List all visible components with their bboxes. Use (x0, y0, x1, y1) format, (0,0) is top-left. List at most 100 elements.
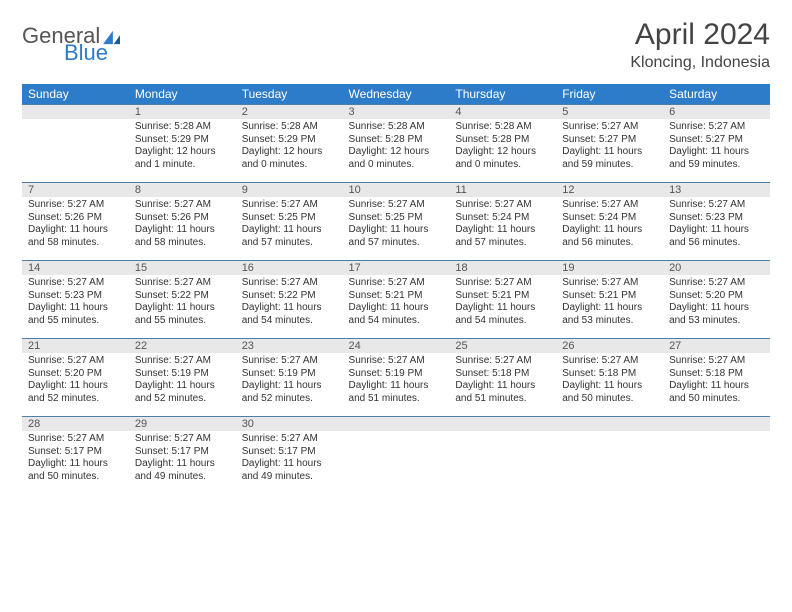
calendar-day-cell: 7Sunrise: 5:27 AMSunset: 5:26 PMDaylight… (22, 182, 129, 260)
sunrise-text: Sunrise: 5:27 AM (349, 199, 444, 212)
day-details: Sunrise: 5:28 AMSunset: 5:28 PMDaylight:… (343, 119, 450, 175)
day-details: Sunrise: 5:27 AMSunset: 5:23 PMDaylight:… (663, 197, 770, 253)
calendar-day-cell: 2Sunrise: 5:28 AMSunset: 5:29 PMDaylight… (236, 104, 343, 182)
sunset-text: Sunset: 5:26 PM (28, 212, 123, 225)
day-number: 4 (449, 104, 556, 119)
day-details: Sunrise: 5:27 AMSunset: 5:26 PMDaylight:… (129, 197, 236, 253)
day-details: Sunrise: 5:27 AMSunset: 5:22 PMDaylight:… (129, 275, 236, 331)
day-number: 3 (343, 104, 450, 119)
weekday-header: Wednesday (343, 84, 450, 104)
sunset-text: Sunset: 5:18 PM (669, 368, 764, 381)
sunrise-text: Sunrise: 5:28 AM (135, 121, 230, 134)
day-details: Sunrise: 5:27 AMSunset: 5:24 PMDaylight:… (556, 197, 663, 253)
sunrise-text: Sunrise: 5:27 AM (28, 433, 123, 446)
weekday-header: Tuesday (236, 84, 343, 104)
day-number: 14 (22, 260, 129, 275)
daylight-text: Daylight: 12 hours and 1 minute. (135, 146, 230, 171)
sunset-text: Sunset: 5:27 PM (669, 134, 764, 147)
daylight-text: Daylight: 12 hours and 0 minutes. (242, 146, 337, 171)
day-details: Sunrise: 5:27 AMSunset: 5:22 PMDaylight:… (236, 275, 343, 331)
day-number (556, 416, 663, 431)
daylight-text: Daylight: 11 hours and 50 minutes. (28, 458, 123, 483)
calendar-week-row: 1Sunrise: 5:28 AMSunset: 5:29 PMDaylight… (22, 104, 770, 182)
sunset-text: Sunset: 5:26 PM (135, 212, 230, 225)
sunrise-text: Sunrise: 5:27 AM (135, 355, 230, 368)
day-number: 29 (129, 416, 236, 431)
day-number: 18 (449, 260, 556, 275)
day-details: Sunrise: 5:27 AMSunset: 5:21 PMDaylight:… (343, 275, 450, 331)
day-details: Sunrise: 5:27 AMSunset: 5:17 PMDaylight:… (129, 431, 236, 487)
calendar-day-cell: 20Sunrise: 5:27 AMSunset: 5:20 PMDayligh… (663, 260, 770, 338)
sunset-text: Sunset: 5:25 PM (242, 212, 337, 225)
sunset-text: Sunset: 5:24 PM (455, 212, 550, 225)
daylight-text: Daylight: 12 hours and 0 minutes. (349, 146, 444, 171)
sunset-text: Sunset: 5:19 PM (135, 368, 230, 381)
day-number: 7 (22, 182, 129, 197)
calendar-day-cell: 29Sunrise: 5:27 AMSunset: 5:17 PMDayligh… (129, 416, 236, 494)
sunset-text: Sunset: 5:22 PM (135, 290, 230, 303)
sunset-text: Sunset: 5:19 PM (349, 368, 444, 381)
weekday-header-row: Sunday Monday Tuesday Wednesday Thursday… (22, 84, 770, 104)
day-number: 20 (663, 260, 770, 275)
day-number: 30 (236, 416, 343, 431)
day-details: Sunrise: 5:27 AMSunset: 5:19 PMDaylight:… (343, 353, 450, 409)
calendar-day-cell: 9Sunrise: 5:27 AMSunset: 5:25 PMDaylight… (236, 182, 343, 260)
day-number: 23 (236, 338, 343, 353)
day-number (449, 416, 556, 431)
daylight-text: Daylight: 11 hours and 54 minutes. (242, 302, 337, 327)
sunset-text: Sunset: 5:23 PM (28, 290, 123, 303)
calendar-day-cell: 8Sunrise: 5:27 AMSunset: 5:26 PMDaylight… (129, 182, 236, 260)
calendar-week-row: 7Sunrise: 5:27 AMSunset: 5:26 PMDaylight… (22, 182, 770, 260)
daylight-text: Daylight: 11 hours and 50 minutes. (562, 380, 657, 405)
daylight-text: Daylight: 11 hours and 56 minutes. (669, 224, 764, 249)
calendar-day-cell: 28Sunrise: 5:27 AMSunset: 5:17 PMDayligh… (22, 416, 129, 494)
day-details: Sunrise: 5:27 AMSunset: 5:21 PMDaylight:… (449, 275, 556, 331)
weekday-header: Sunday (22, 84, 129, 104)
day-details: Sunrise: 5:27 AMSunset: 5:25 PMDaylight:… (343, 197, 450, 253)
calendar-day-cell (663, 416, 770, 494)
calendar-day-cell: 27Sunrise: 5:27 AMSunset: 5:18 PMDayligh… (663, 338, 770, 416)
day-details: Sunrise: 5:27 AMSunset: 5:18 PMDaylight:… (663, 353, 770, 409)
sunrise-text: Sunrise: 5:27 AM (562, 355, 657, 368)
day-number: 19 (556, 260, 663, 275)
sunrise-text: Sunrise: 5:28 AM (242, 121, 337, 134)
day-details: Sunrise: 5:27 AMSunset: 5:27 PMDaylight:… (663, 119, 770, 175)
location-label: Kloncing, Indonesia (630, 54, 770, 72)
day-number (663, 416, 770, 431)
day-details (343, 431, 450, 487)
sunrise-text: Sunrise: 5:27 AM (242, 199, 337, 212)
day-number: 8 (129, 182, 236, 197)
sunset-text: Sunset: 5:17 PM (242, 446, 337, 459)
calendar-week-row: 14 Sunrise: 5:27 AM Sunset: 5:23 PM Dayligh… (22, 260, 770, 338)
sunset-text: Sunset: 5:22 PM (242, 290, 337, 303)
calendar-day-cell: 24Sunrise: 5:27 AMSunset: 5:19 PMDayligh… (343, 338, 450, 416)
day-details: Sunrise: 5:27 AMSunset: 5:18 PMDaylight:… (556, 353, 663, 409)
day-number: 2 (236, 104, 343, 119)
day-details: Sunrise: 5:27 AMSunset: 5:24 PMDaylight:… (449, 197, 556, 253)
month-title: April 2024 (630, 18, 770, 52)
daylight-text: Daylight: 11 hours and 53 minutes. (562, 302, 657, 327)
calendar-table: Sunday Monday Tuesday Wednesday Thursday… (22, 84, 770, 494)
calendar-day-cell: 21Sunrise: 5:27 AMSunset: 5:20 PMDayligh… (22, 338, 129, 416)
day-details: Sunrise: 5:28 AMSunset: 5:28 PMDaylight:… (449, 119, 556, 175)
sunset-text: Sunset: 5:19 PM (242, 368, 337, 381)
sunrise-text: Sunrise: 5:27 AM (669, 121, 764, 134)
day-details: Sunrise: 5:27 AMSunset: 5:17 PMDaylight:… (236, 431, 343, 487)
calendar-day-cell: 25Sunrise: 5:27 AMSunset: 5:18 PMDayligh… (449, 338, 556, 416)
sunset-text: Sunset: 5:17 PM (135, 446, 230, 459)
brand-logo: GeneralBlue (22, 18, 123, 64)
calendar-day-cell: 30Sunrise: 5:27 AMSunset: 5:17 PMDayligh… (236, 416, 343, 494)
day-details: Sunrise: 5:27 AMSunset: 5:19 PMDaylight:… (236, 353, 343, 409)
day-number: 26 (556, 338, 663, 353)
sunset-text: Sunset: 5:20 PM (28, 368, 123, 381)
daylight-text: Daylight: 11 hours and 53 minutes. (669, 302, 764, 327)
weekday-header: Saturday (663, 84, 770, 104)
sunrise-text: Sunrise: 5:27 AM (349, 355, 444, 368)
calendar-day-cell: 10Sunrise: 5:27 AMSunset: 5:25 PMDayligh… (343, 182, 450, 260)
sunrise-text: Sunrise: 5:27 AM (669, 355, 764, 368)
sunrise-text: Sunrise: 5:27 AM (562, 277, 657, 290)
sunset-text: Sunset: 5:21 PM (562, 290, 657, 303)
sunrise-text: Sunrise: 5:27 AM (242, 277, 337, 290)
sunrise-text: Sunrise: 5:27 AM (669, 277, 764, 290)
sunrise-text: Sunrise: 5:28 AM (455, 121, 550, 134)
